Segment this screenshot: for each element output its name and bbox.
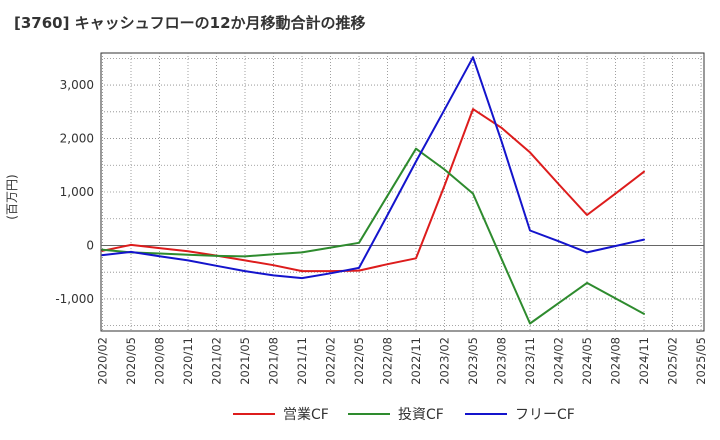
x-axis: 2020/02 2020/05 2020/08 2020/11 2021/02 2021/…: [96, 337, 709, 385]
y-tick-label: 2,000: [60, 132, 94, 146]
x-tick-label: 2021/02: [210, 337, 224, 385]
x-tick-label: 2024/02: [552, 337, 566, 385]
plot-area: [100, 52, 705, 332]
x-tick-label: 2024/05: [580, 337, 594, 385]
y-tick-label: -1,000: [55, 292, 94, 306]
x-tick-label: 2020/11: [181, 337, 195, 385]
x-tick-label: 2024/11: [637, 337, 651, 385]
x-tick-label: 2020/02: [96, 337, 110, 385]
legend-item-investing-cf: 投資CF: [348, 404, 444, 424]
legend: 営業CF 投資CF フリーCF: [0, 404, 720, 426]
x-tick-label: 2023/11: [523, 337, 537, 385]
x-tick-label: 2023/05: [466, 337, 480, 385]
legend-item-free-cf: フリーCF: [465, 404, 575, 424]
series-line-operating-cf: [101, 108, 645, 273]
x-tick-label: 2021/11: [295, 337, 309, 385]
y-tick-label: 0: [86, 238, 94, 252]
x-tick-label: 2021/05: [238, 337, 252, 385]
legend-label-investing-cf: 投資CF: [398, 407, 444, 423]
x-tick-label: 2021/08: [267, 337, 281, 385]
grid-lines: [101, 53, 704, 331]
y-tick-label: 1,000: [60, 185, 94, 199]
y-axis-label: (百万円): [5, 174, 19, 219]
x-tick-label: 2025/05: [694, 337, 708, 385]
x-tick-label: 2020/05: [124, 337, 138, 385]
legend-swatch-free-cf: [465, 413, 507, 415]
legend-swatch-investing-cf: [348, 413, 390, 415]
chart-title: [3760] キャッシュフローの12か月移動合計の推移: [14, 14, 366, 32]
x-tick-label: 2022/05: [352, 337, 366, 385]
x-tick-label: 2023/02: [438, 337, 452, 385]
x-tick-label: 2023/08: [495, 337, 509, 385]
legend-label-free-cf: フリーCF: [515, 407, 575, 423]
y-axis: -1,000 0 1,000 2,000 3,000: [55, 78, 94, 306]
x-tick-label: 2022/02: [324, 337, 338, 385]
legend-swatch-operating-cf: [233, 413, 275, 415]
series-line-investing-cf: [101, 147, 645, 325]
x-tick-label: 2022/11: [409, 337, 423, 385]
x-tick-label: 2020/08: [153, 337, 167, 385]
x-tick-label: 2022/08: [381, 337, 395, 385]
y-tick-label: 3,000: [60, 78, 94, 92]
series-line-free-cf: [101, 56, 645, 280]
x-tick-label: 2025/02: [666, 337, 680, 385]
x-tick-label: 2024/08: [609, 337, 623, 385]
series-lines: [101, 56, 645, 325]
legend-item-operating-cf: 営業CF: [233, 404, 329, 424]
legend-label-operating-cf: 営業CF: [283, 407, 329, 423]
